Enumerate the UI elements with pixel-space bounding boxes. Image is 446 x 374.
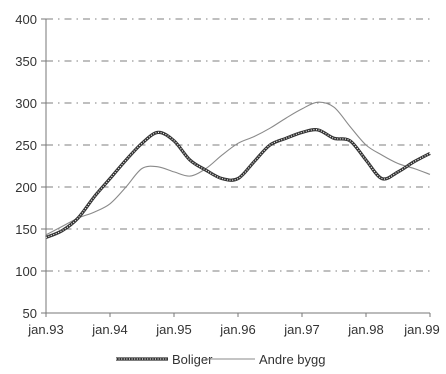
x-axis-tick-labels: jan.93 jan.94 jan.95 jan.96 jan.97 jan.98 jan.… (27, 322, 439, 337)
y-tick-label: 50 (23, 306, 37, 321)
series-line-boliger (45, 128, 431, 239)
y-axis-tick-labels: 50 100 150 200 250 300 350 400 (15, 12, 37, 321)
legend-label: Andre bygg (259, 352, 326, 367)
series-lines (45, 101, 431, 239)
x-tick-label: jan.97 (283, 322, 319, 337)
x-tick-label: jan.95 (155, 322, 191, 337)
y-tick-label: 150 (15, 222, 37, 237)
legend: Boliger Andre bygg (116, 352, 326, 367)
gridlines (46, 18, 430, 272)
series-line-texture (45, 129, 431, 238)
y-tick-label: 350 (15, 54, 37, 69)
x-tick-label: jan.98 (347, 322, 383, 337)
series-line-andre-bygg (45, 101, 431, 236)
x-tick-label: jan.96 (219, 322, 255, 337)
y-tick-label: 200 (15, 180, 37, 195)
x-tick-label: jan.94 (91, 322, 127, 337)
x-tick-label: jan.93 (27, 322, 63, 337)
y-tick-label: 400 (15, 12, 37, 27)
y-tick-label: 100 (15, 264, 37, 279)
x-tick-label: jan.99 (403, 322, 439, 337)
legend-label: Boliger (172, 352, 213, 367)
axes (41, 18, 431, 317)
y-tick-label: 250 (15, 138, 37, 153)
y-tick-label: 300 (15, 96, 37, 111)
